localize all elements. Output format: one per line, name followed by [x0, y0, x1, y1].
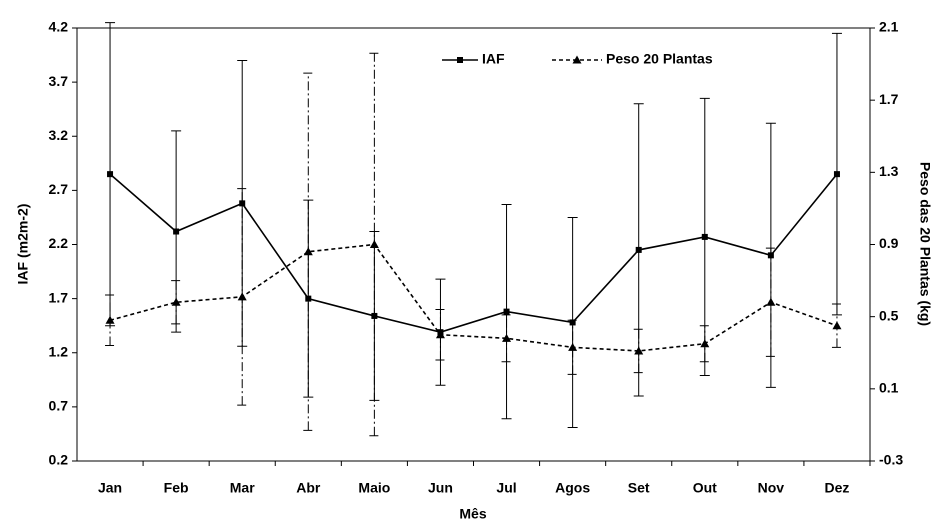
marker	[107, 171, 114, 178]
marker	[105, 315, 115, 324]
y2-tick-label: 1.7	[879, 91, 899, 107]
y-tick-label: 4.2	[49, 19, 69, 35]
marker	[239, 200, 246, 207]
x-tick-label: Mar	[230, 480, 255, 496]
marker	[435, 330, 445, 339]
x-axis-title: Mês	[459, 506, 486, 522]
y2-tick-label: -0.3	[879, 452, 903, 468]
y-axis-title: IAF (m2m-2)	[15, 204, 31, 285]
marker	[457, 57, 463, 63]
marker	[369, 240, 379, 248]
legend-label: Peso 20 Plantas	[606, 51, 713, 67]
x-tick-label: Dez	[825, 480, 850, 496]
x-tick-label: Jun	[428, 480, 453, 496]
error-bar	[567, 319, 578, 375]
y-tick-label: 0.7	[49, 398, 69, 414]
x-tick-label: Nov	[758, 480, 785, 496]
marker	[766, 297, 776, 306]
series-line	[109, 173, 838, 334]
marker	[303, 247, 313, 256]
y2-axis-title: Peso das 20 Plantas (kg)	[917, 162, 933, 326]
x-tick-label: Jul	[496, 480, 516, 496]
marker	[173, 228, 180, 235]
marker	[171, 297, 181, 306]
marker	[833, 171, 840, 178]
y-tick-label: 1.2	[49, 343, 69, 359]
x-tick-label: Maio	[358, 480, 390, 496]
marker	[568, 342, 578, 351]
y2-tick-label: 0.9	[879, 235, 899, 251]
x-tick-label: Agos	[555, 480, 590, 496]
x-tick-label: Jan	[98, 480, 122, 496]
marker	[634, 346, 644, 355]
marker	[700, 339, 710, 348]
marker	[502, 333, 512, 342]
legend-label: IAF	[482, 51, 505, 67]
y2-tick-label: 2.1	[879, 19, 899, 35]
x-tick-label: Feb	[164, 480, 189, 496]
x-tick-label: Abr	[296, 480, 321, 496]
y-tick-label: 2.2	[49, 235, 69, 251]
y-tick-label: 3.2	[49, 127, 69, 143]
x-tick-label: Out	[693, 480, 717, 496]
y2-tick-label: 0.1	[879, 380, 899, 396]
x-tick-label: Set	[628, 480, 650, 496]
y2-tick-label: 0.5	[879, 307, 899, 323]
marker	[767, 252, 774, 259]
y-tick-label: 0.2	[49, 452, 69, 468]
marker	[635, 246, 642, 253]
y-tick-label: 2.7	[49, 181, 69, 197]
y-tick-label: 1.7	[49, 289, 69, 305]
marker	[503, 308, 510, 315]
y-tick-label: 3.7	[49, 73, 69, 89]
marker	[572, 55, 582, 64]
marker	[832, 321, 842, 330]
marker	[237, 292, 247, 301]
y2-tick-label: 1.3	[879, 163, 899, 179]
series-line	[109, 243, 838, 352]
marker	[701, 233, 708, 240]
